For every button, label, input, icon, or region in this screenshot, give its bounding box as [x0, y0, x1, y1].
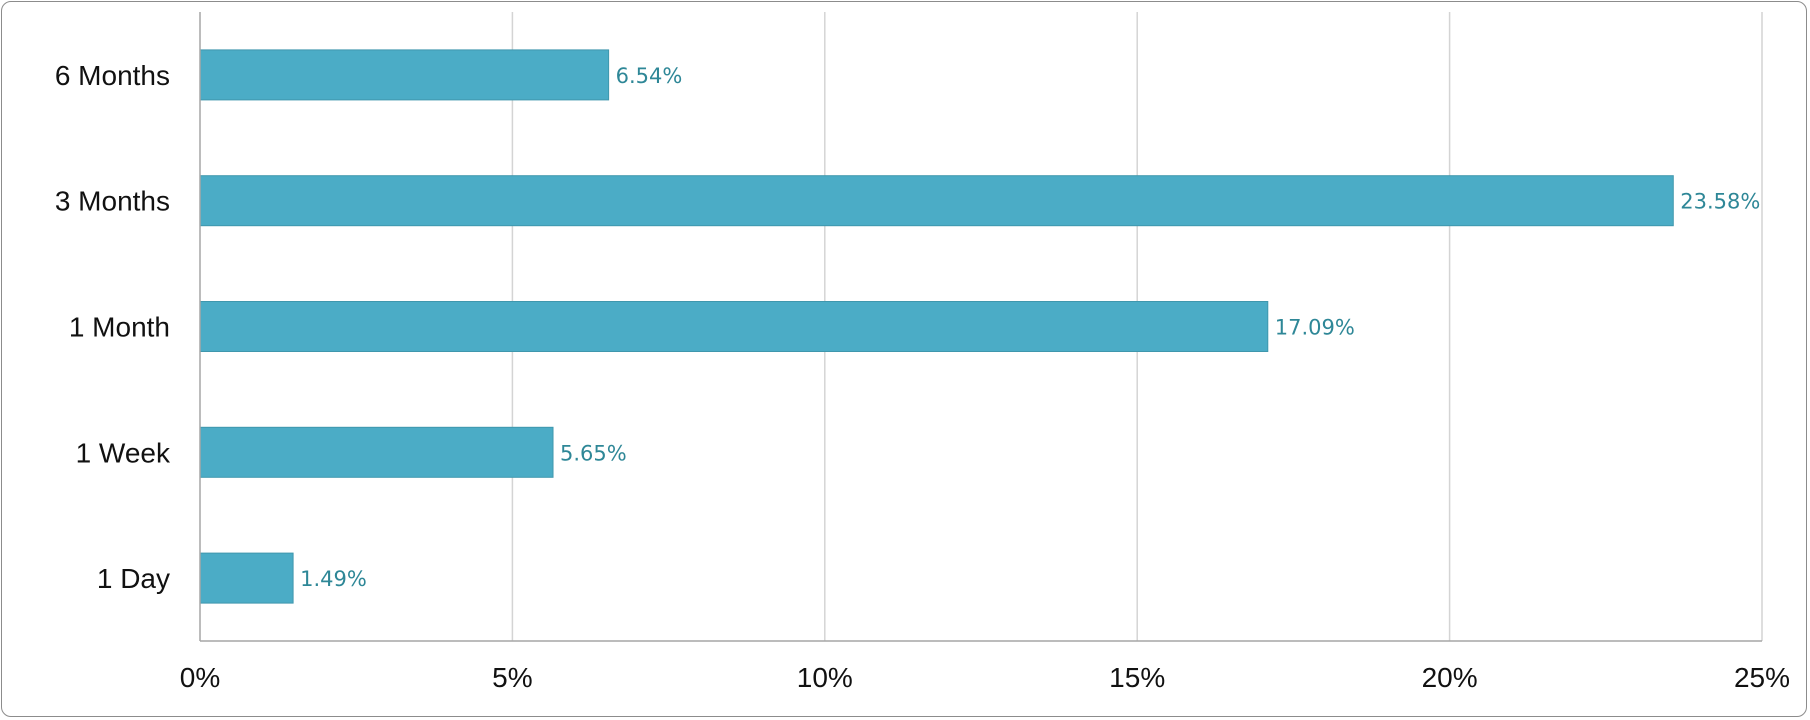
bar: [200, 302, 1268, 352]
bar-data-label: 1.49%: [300, 567, 367, 591]
x-tick-label: 15%: [1109, 662, 1165, 693]
bar-data-label: 17.09%: [1275, 316, 1355, 340]
x-tick-label: 10%: [797, 662, 853, 693]
bar: [200, 176, 1673, 226]
x-tick-label: 20%: [1422, 662, 1478, 693]
bar-data-label: 5.65%: [560, 441, 627, 465]
bar-data-label: 6.54%: [616, 64, 683, 88]
y-category-label: 1 Day: [97, 563, 170, 594]
x-tick-label: 5%: [492, 662, 532, 693]
bar: [200, 427, 553, 477]
bar: [200, 553, 293, 603]
y-category-label: 3 Months: [55, 186, 170, 217]
x-tick-label: 0%: [180, 662, 220, 693]
y-category-label: 1 Month: [69, 312, 170, 343]
labels: 0% 5% 10% 15% 20% 25% 6 Months 6.54% 3 Months 23.…: [55, 60, 1790, 693]
bar-data-label: 23.58%: [1680, 190, 1760, 214]
x-tick-label: 25%: [1734, 662, 1790, 693]
bars: [200, 50, 1673, 603]
y-category-label: 1 Week: [76, 437, 171, 468]
bar: [200, 50, 609, 100]
y-category-label: 6 Months: [55, 60, 170, 91]
